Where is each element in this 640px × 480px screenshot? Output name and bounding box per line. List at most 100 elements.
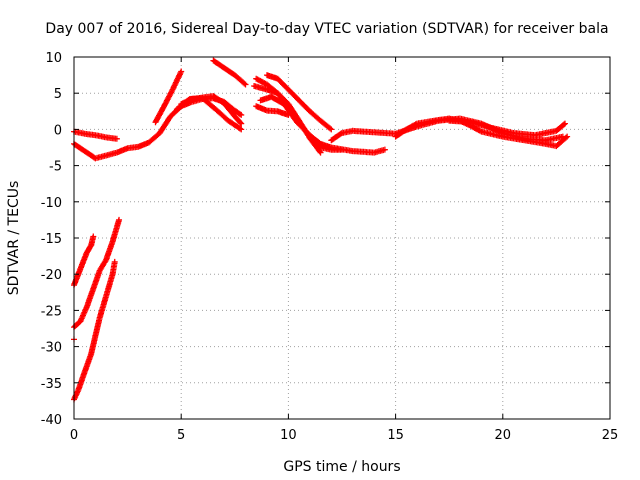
series-arc-9: [264, 72, 335, 133]
data-layer: [71, 57, 571, 403]
data-point-run: [349, 127, 376, 136]
data-point: [90, 233, 97, 240]
data-point-run: [101, 287, 111, 307]
y-tick-label: -40: [41, 413, 62, 428]
data-point-run: [92, 316, 103, 339]
y-tick-label: -5: [49, 160, 62, 175]
data-point-run: [146, 131, 162, 146]
data-point-run: [225, 117, 243, 132]
data-point-run: [103, 150, 119, 159]
data-point-run: [81, 130, 97, 138]
x-tick-label: 20: [495, 428, 512, 443]
x-axis-label: GPS time / hours: [283, 459, 400, 475]
data-point: [238, 111, 245, 118]
data-point: [238, 120, 245, 127]
data-point: [564, 133, 571, 140]
y-tick-label: -30: [41, 341, 62, 356]
data-point: [113, 135, 120, 142]
data-point-run: [317, 117, 334, 132]
data-point-run: [467, 122, 483, 134]
data-point-run: [92, 132, 108, 141]
data-point-run: [81, 352, 94, 375]
data-point-run: [88, 334, 99, 357]
data-point: [116, 216, 123, 223]
y-axis-label: SDTVAR / TECUs: [6, 181, 22, 296]
data-point-run: [83, 243, 94, 256]
data-point-run: [542, 134, 565, 144]
data-point: [238, 126, 245, 133]
data-point-run: [553, 121, 567, 134]
data-point-run: [478, 128, 505, 140]
data-point: [242, 81, 249, 88]
data-point: [178, 68, 185, 75]
data-point: [381, 146, 388, 153]
data-point-run: [274, 90, 291, 106]
y-tick-label: -15: [41, 232, 62, 247]
data-point-run: [109, 260, 118, 278]
data-point: [328, 126, 335, 133]
data-point-run: [210, 93, 226, 106]
x-tick-label: 5: [177, 428, 185, 443]
data-point-run: [169, 69, 184, 93]
data-point-run: [103, 240, 116, 263]
data-point-run: [274, 75, 291, 92]
data-point-run: [152, 104, 167, 126]
data-point-run: [109, 218, 122, 245]
data-point: [561, 120, 568, 127]
y-tick-label: 10: [45, 51, 62, 66]
data-point-run: [521, 137, 548, 147]
data-point-run: [306, 135, 323, 155]
y-tick-label: -35: [41, 377, 62, 392]
series-arc-15: [71, 233, 97, 289]
data-point-run: [403, 121, 419, 133]
series-arc-6: [210, 57, 249, 88]
data-point-run: [285, 86, 301, 103]
data-point-run: [75, 370, 88, 393]
data-point-run: [231, 72, 248, 87]
series-arc-10: [251, 83, 324, 156]
data-point-run: [156, 114, 173, 136]
series-arc-11: [253, 103, 292, 118]
series-arc-3: [152, 68, 185, 126]
data-point-run: [532, 128, 558, 139]
data-point-run: [510, 130, 537, 138]
data-point-run: [285, 101, 302, 123]
data-point-run: [553, 134, 569, 150]
data-point-run: [161, 88, 175, 110]
data-point-run: [199, 95, 218, 112]
data-point: [317, 149, 324, 156]
series-arc-5: [173, 95, 245, 133]
data-point-run: [173, 96, 192, 113]
data-point-run: [296, 117, 312, 140]
x-tick-label: 25: [602, 428, 619, 443]
data-point-run: [83, 287, 96, 310]
x-tick-label: 15: [387, 428, 404, 443]
x-tick-label: 10: [280, 428, 297, 443]
chart-title: Day 007 of 2016, Sidereal Day-to-day VTE…: [45, 21, 608, 37]
data-point-run: [306, 108, 323, 123]
data-point-run: [96, 301, 107, 321]
series-arc-2: [71, 95, 245, 162]
series-arc-16: [71, 216, 123, 331]
data-point: [285, 111, 292, 118]
y-tick-label: -20: [41, 268, 62, 283]
data-point-run: [221, 100, 237, 119]
data-point-run: [371, 147, 387, 156]
data-point-run: [467, 119, 494, 131]
series-arc-14: [446, 117, 568, 139]
data-point-run: [253, 103, 269, 113]
data-point-run: [392, 127, 409, 140]
data-point-run: [105, 272, 116, 292]
data-point-run: [221, 64, 237, 78]
data-point-run: [210, 57, 226, 71]
y-tick-label: -25: [41, 304, 62, 319]
y-tick-label: 5: [54, 87, 62, 102]
data-point-run: [77, 305, 90, 325]
data-point-run: [212, 106, 231, 123]
data-point-run: [349, 148, 376, 156]
data-point-run: [103, 134, 119, 142]
x-tick-label: 0: [70, 428, 78, 443]
series-arc-17: [71, 258, 118, 403]
data-point: [111, 258, 118, 265]
y-tick-label: 0: [54, 123, 62, 138]
